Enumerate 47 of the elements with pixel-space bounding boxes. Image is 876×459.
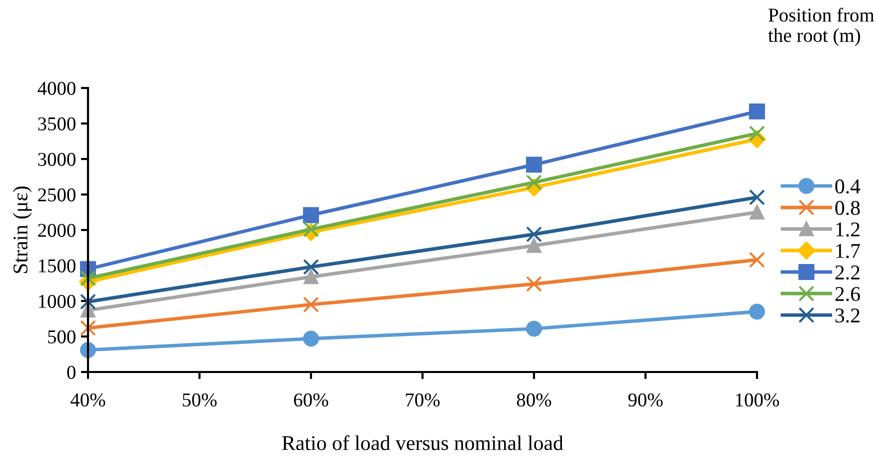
y-tick-label: 3000 bbox=[38, 152, 76, 166]
x-tick-label: 70% bbox=[406, 393, 440, 407]
point bbox=[80, 270, 96, 286]
y-tick-label: 0 bbox=[67, 366, 76, 379]
point bbox=[750, 204, 764, 220]
legend-label: 0.8 bbox=[835, 200, 860, 216]
y-tick-label: 4000 bbox=[38, 82, 76, 95]
y-tick-label: 500 bbox=[48, 330, 76, 344]
point bbox=[80, 294, 96, 310]
point bbox=[749, 125, 765, 142]
point bbox=[304, 270, 318, 284]
point bbox=[303, 207, 319, 224]
legend-label: 2.6 bbox=[835, 287, 860, 302]
point bbox=[526, 156, 542, 173]
legend-title: Position from the root (m) bbox=[768, 8, 874, 46]
y-tick-label: 3500 bbox=[38, 117, 76, 130]
point bbox=[526, 320, 542, 337]
point bbox=[526, 276, 542, 292]
point bbox=[749, 304, 765, 320]
point bbox=[303, 296, 319, 313]
legend-label: 2.2 bbox=[835, 266, 860, 280]
x-tick-label: 50% bbox=[182, 393, 217, 407]
legend-label: 3.2 bbox=[836, 308, 860, 323]
y-axis-title: Strain (με) bbox=[12, 186, 32, 273]
x-axis-title: Ratio of load versus nominal load bbox=[282, 435, 564, 450]
point bbox=[303, 330, 319, 347]
point bbox=[749, 252, 765, 268]
point bbox=[749, 189, 765, 206]
point bbox=[303, 221, 319, 238]
legend-label: 0.4 bbox=[835, 179, 860, 194]
x-tick-label: 90% bbox=[628, 393, 663, 407]
point bbox=[526, 174, 542, 190]
y-tick-label: 2500 bbox=[38, 188, 76, 202]
y-tick-label: 1500 bbox=[39, 259, 76, 272]
legend-label: 1.2 bbox=[836, 222, 860, 237]
y-tick-label: 1000 bbox=[39, 294, 76, 308]
point bbox=[526, 226, 542, 242]
point bbox=[749, 103, 765, 120]
x-tick-label: 80% bbox=[516, 393, 552, 407]
x-tick-label: 100% bbox=[736, 393, 780, 407]
x-tick-label: 40% bbox=[70, 393, 106, 407]
legend-label: 1.7 bbox=[836, 244, 860, 258]
point bbox=[80, 320, 96, 336]
x-tick-label: 60% bbox=[294, 393, 328, 407]
point bbox=[303, 258, 319, 275]
point bbox=[526, 238, 542, 253]
y-tick-label: 2000 bbox=[38, 224, 76, 237]
